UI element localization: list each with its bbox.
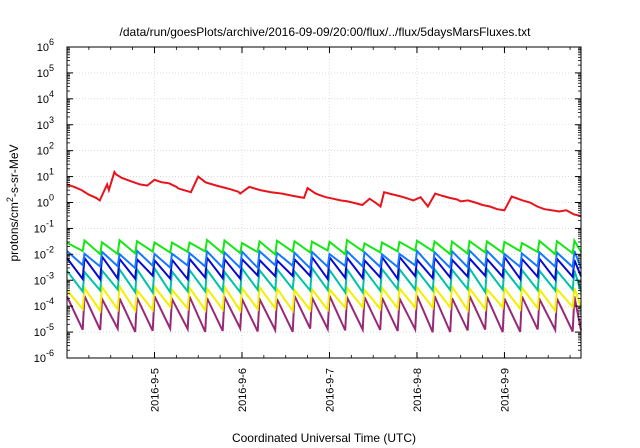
y-tick-exponent: -6 xyxy=(46,348,54,358)
y-tick-base: 10 xyxy=(34,249,46,261)
y-tick-label: 106 xyxy=(37,37,54,54)
y-tick-exponent: 5 xyxy=(49,63,54,73)
y-tick-base: 10 xyxy=(37,68,49,80)
x-tick-label: 2016-9-9 xyxy=(499,368,511,412)
y-tick-label: 10-3 xyxy=(34,270,54,287)
series-layer xyxy=(66,169,582,334)
y-tick-base: 10 xyxy=(34,301,46,313)
flux-band-series xyxy=(66,237,582,257)
y-tick-base: 10 xyxy=(34,275,46,287)
y-tick-exponent: 6 xyxy=(49,37,54,47)
y-tick-exponent: 4 xyxy=(49,89,54,99)
y-tick-base: 10 xyxy=(37,120,49,132)
y-tick-exponent: -4 xyxy=(46,296,54,306)
y-tick-base: 10 xyxy=(37,198,49,210)
y-tick-label: 101 xyxy=(37,167,54,184)
x-tick-label: 2016-9-8 xyxy=(412,368,424,412)
flux-series-line xyxy=(66,169,582,218)
y-tick-exponent: 0 xyxy=(49,193,54,203)
y-tick-base: 10 xyxy=(37,42,49,54)
y-tick-label: 105 xyxy=(37,63,54,80)
grid xyxy=(67,47,581,358)
y-axis-label: protons/cm2-s-sr-MeV xyxy=(5,144,21,261)
y-tick-base: 10 xyxy=(37,146,49,158)
y-tick-label: 103 xyxy=(37,115,54,132)
flux-band-series xyxy=(66,283,582,314)
flux-band-series xyxy=(66,253,582,282)
y-tick-exponent: 3 xyxy=(49,115,54,125)
chart-title: /data/run/goesPlots/archive/2016-09-09/2… xyxy=(120,25,532,39)
flux-band-series xyxy=(66,248,582,271)
y-axis-label-rest: -s-sr-MeV xyxy=(7,144,21,197)
y-axis-label-main: protons/cm xyxy=(7,202,21,261)
y-tick-exponent: -1 xyxy=(46,218,54,228)
y-tick-base: 10 xyxy=(37,94,49,106)
x-axis-label: Coordinated Universal Time (UTC) xyxy=(232,431,416,445)
x-tick-label: 2016-9-7 xyxy=(324,368,336,412)
y-tick-base: 10 xyxy=(34,223,46,235)
y-axis-label-sup: 2 xyxy=(5,197,15,202)
y-tick-exponent: -3 xyxy=(46,270,54,280)
y-tick-label: 10-5 xyxy=(34,322,54,339)
y-tick-label: 10-4 xyxy=(34,296,54,313)
y-tick-exponent: 1 xyxy=(49,167,54,177)
y-axis: 10-610-510-410-310-210-11001011021031041… xyxy=(34,37,581,365)
y-tick-exponent: -2 xyxy=(46,244,54,254)
y-tick-exponent: 2 xyxy=(49,141,54,151)
y-tick-base: 10 xyxy=(37,172,49,184)
y-tick-label: 10-2 xyxy=(34,244,54,261)
y-tick-exponent: -5 xyxy=(46,322,54,332)
y-tick-label: 102 xyxy=(37,141,54,158)
x-axis: 2016-9-5 2016-9-6 2016-9-7 2016-9-8 2016-9-9 xyxy=(66,47,571,412)
y-tick-label: 104 xyxy=(37,89,54,106)
x-tick-label: 2016-9-6 xyxy=(237,368,249,412)
y-tick-base: 10 xyxy=(34,327,46,339)
y-tick-label: 100 xyxy=(37,193,54,210)
y-tick-label: 10-6 xyxy=(34,348,54,365)
x-tick-label: 2016-9-5 xyxy=(149,368,161,412)
y-tick-label: 10-1 xyxy=(34,218,54,235)
y-tick-base: 10 xyxy=(34,353,46,365)
